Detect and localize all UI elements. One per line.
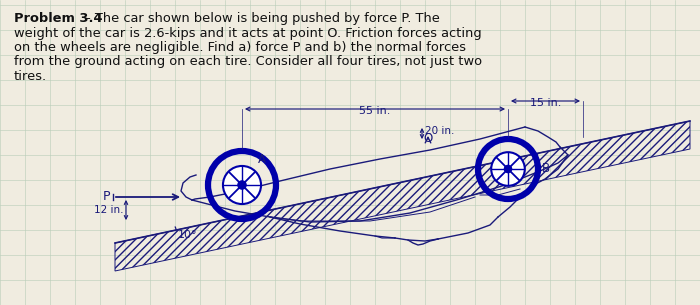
Text: 12 in.: 12 in. — [94, 205, 124, 215]
Text: 15 in.: 15 in. — [530, 98, 561, 108]
Circle shape — [491, 152, 525, 186]
Text: from the ground acting on each tire. Consider all four tires, not just two: from the ground acting on each tire. Con… — [14, 56, 482, 69]
Text: - The car shown below is being pushed by force P. The: - The car shown below is being pushed by… — [82, 12, 440, 25]
Text: weight of the car is 2.6-kips and it acts at point O. Friction forces acting: weight of the car is 2.6-kips and it act… — [14, 27, 482, 40]
Text: B: B — [542, 163, 550, 175]
Circle shape — [505, 165, 512, 173]
Circle shape — [223, 166, 261, 204]
Text: 20 in.: 20 in. — [425, 127, 454, 137]
Text: 55 in.: 55 in. — [359, 106, 391, 116]
Text: 10°: 10° — [178, 230, 197, 240]
Text: Problem 3.4: Problem 3.4 — [14, 12, 102, 25]
Text: tires.: tires. — [14, 70, 47, 83]
Text: P: P — [102, 189, 110, 203]
Text: on the wheels are negligible. Find a) force P and b) the normal forces: on the wheels are negligible. Find a) fo… — [14, 41, 466, 54]
Circle shape — [238, 181, 246, 189]
Text: A: A — [258, 153, 266, 166]
Text: O: O — [424, 132, 433, 145]
